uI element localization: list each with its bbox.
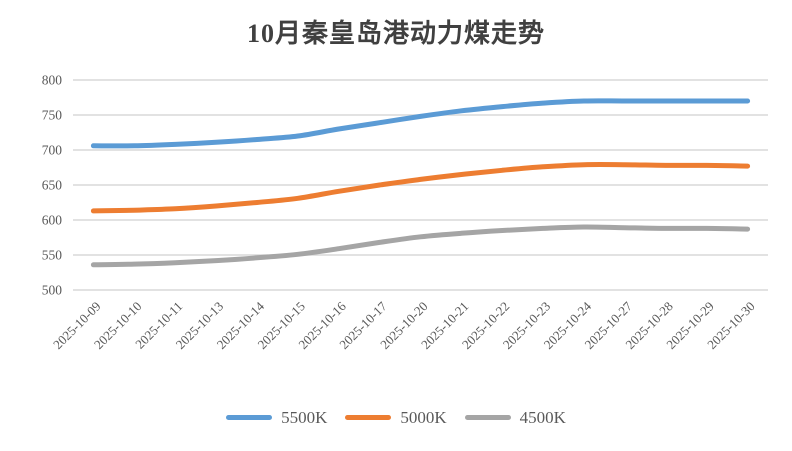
y-axis-tick-label: 750 (42, 108, 63, 123)
legend-label: 4500K (519, 408, 566, 427)
legend-label: 5000K (400, 408, 447, 427)
series-line-5500K (90, 98, 751, 149)
y-axis-tick-label: 600 (42, 213, 63, 228)
legend-swatch-icon (226, 415, 273, 420)
legend-item-5500K: 5500K (226, 409, 327, 426)
legend: 5500K 5000K 4500K (0, 409, 792, 426)
legend-swatch-icon (464, 415, 511, 420)
y-axis-tick-label: 550 (42, 248, 63, 263)
legend-item-4500K: 4500K (464, 408, 566, 427)
series-line-5000K (90, 161, 751, 214)
y-axis-tick-label: 700 (42, 143, 63, 158)
legend-label: 5500K (281, 408, 328, 427)
legend-item-5000K: 5000K (345, 408, 447, 427)
legend-swatch-icon (345, 415, 392, 420)
y-axis-tick-label: 500 (42, 283, 63, 298)
y-axis-tick-label: 800 (42, 73, 63, 88)
chart-title: 10月秦皇岛港动力煤走势 (246, 19, 545, 48)
y-axis-tick-label: 650 (42, 178, 63, 193)
series-line-4500K (90, 224, 751, 268)
